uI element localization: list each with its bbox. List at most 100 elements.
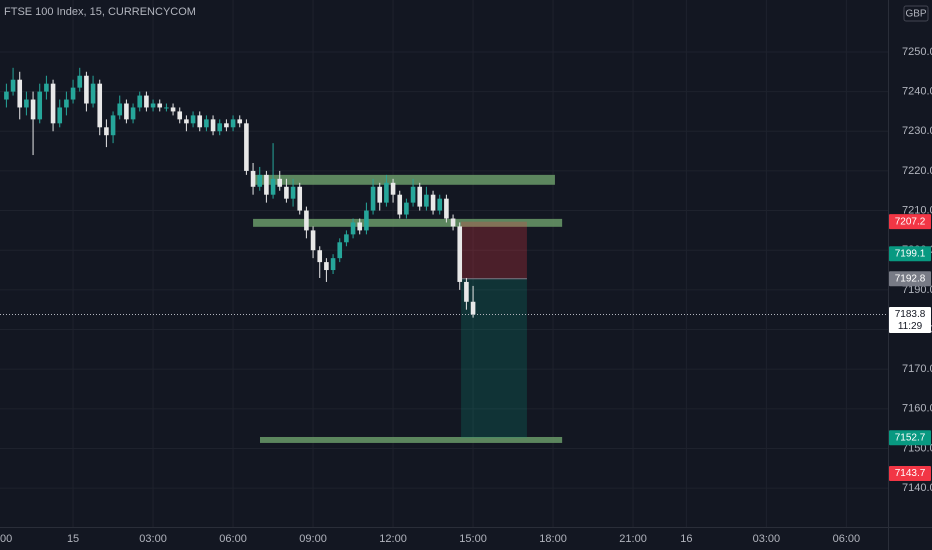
- candle-body: [197, 115, 203, 128]
- x-tick-label: 18:00: [539, 533, 567, 545]
- candle-body: [210, 119, 216, 132]
- candle-body: [10, 79, 16, 92]
- x-tick-label: 15: [67, 533, 79, 545]
- candle-body: [430, 194, 436, 211]
- zone: [253, 218, 563, 227]
- x-tick-label: 06:00: [833, 533, 861, 545]
- candle-body: [77, 75, 83, 88]
- y-tick-label: 7160.0: [902, 403, 932, 415]
- plot-area: [0, 67, 888, 443]
- candle-body: [177, 111, 183, 120]
- candle-body: [250, 170, 256, 187]
- candle-body: [450, 218, 456, 227]
- candle-body: [264, 174, 269, 195]
- price-tag-label: 7192.8: [895, 273, 926, 284]
- candle-body: [244, 123, 249, 171]
- y-tick-label: 7170.0: [902, 363, 932, 375]
- candle-body: [184, 119, 189, 124]
- x-tick-label: 06:00: [219, 533, 247, 545]
- candle-body: [17, 79, 23, 108]
- y-tick-label: 7250.0: [902, 46, 932, 58]
- candle-body: [104, 127, 109, 136]
- candle-body: [37, 91, 43, 120]
- x-tick-label: 03:00: [753, 533, 781, 545]
- position-stop-zone: [461, 221, 527, 279]
- candle-body: [144, 95, 149, 108]
- candle-body: [137, 95, 143, 108]
- price-tag: [889, 306, 931, 333]
- candle-body: [444, 198, 449, 219]
- x-tick-label: 00: [0, 533, 12, 545]
- price-tag-label: 7143.7: [895, 468, 926, 479]
- candle-body: [4, 91, 9, 100]
- price-tag-label: 7183.8: [895, 309, 926, 320]
- candle-body: [357, 222, 363, 231]
- candle-body: [457, 226, 463, 282]
- candle-body: [170, 107, 176, 112]
- candle-body: [350, 222, 356, 235]
- candle-body: [90, 83, 96, 104]
- candle-body: [324, 262, 329, 271]
- candle-body: [50, 83, 56, 124]
- candle-body: [290, 186, 296, 199]
- price-tag: [889, 430, 931, 446]
- candle-body: [417, 186, 423, 207]
- candle-body: [110, 115, 116, 136]
- axes: 7140.07150.07160.07170.07180.07190.07200…: [0, 46, 932, 545]
- candle-body: [344, 234, 349, 243]
- countdown: 11:29: [898, 321, 923, 332]
- x-tick-label: 09:00: [299, 533, 327, 545]
- price-tag: [889, 271, 931, 287]
- x-tick-label: 15:00: [459, 533, 487, 545]
- candle-body: [257, 174, 263, 187]
- zone: [260, 436, 563, 443]
- candle-body: [190, 115, 196, 124]
- y-tick-label: 7140.0: [902, 482, 932, 494]
- candle-body: [237, 119, 243, 124]
- price-tag: [889, 246, 931, 262]
- candle-body: [404, 202, 409, 215]
- candle-body: [164, 107, 169, 109]
- currency[interactable]: GBP: [905, 9, 926, 20]
- x-tick-label: 21:00: [619, 533, 647, 545]
- candle-body: [384, 182, 389, 203]
- x-tick-label: 12:00: [379, 533, 407, 545]
- candle-body: [390, 182, 396, 195]
- candle-body: [130, 107, 136, 120]
- candle-body: [377, 186, 383, 203]
- candle-body: [44, 83, 49, 92]
- candle-body: [310, 230, 316, 251]
- candle-body: [64, 99, 69, 108]
- candle-body: [364, 210, 369, 231]
- candle-body: [150, 103, 156, 108]
- chart-title: FTSE 100 Index, 15, CURRENCYCOM: [4, 6, 196, 18]
- candle-body: [230, 119, 236, 128]
- candle-body: [277, 178, 283, 187]
- zone: [254, 174, 555, 185]
- candle-body: [157, 103, 163, 108]
- grid: [0, 0, 888, 527]
- candle-body: [397, 194, 403, 215]
- candle-body: [464, 281, 469, 302]
- candle-body: [437, 198, 443, 211]
- candle-body: [224, 123, 229, 128]
- candle-body: [317, 250, 323, 263]
- candle-body: [117, 103, 123, 116]
- candle-body: [304, 210, 309, 231]
- price-tag-label: 7199.1: [895, 248, 926, 259]
- price-tag: [889, 214, 931, 230]
- candle-body: [217, 123, 223, 132]
- candle-body: [297, 186, 303, 211]
- x-tick-label: 03:00: [139, 533, 167, 545]
- candle-body: [70, 87, 76, 100]
- price-tag-label: 7207.2: [895, 216, 926, 227]
- candle-body: [57, 107, 63, 124]
- candle-body: [470, 301, 476, 315]
- candle-body: [337, 242, 343, 259]
- y-tick-label: 7190.0: [902, 284, 932, 296]
- candle-body: [30, 99, 36, 120]
- y-tick-label: 7240.0: [902, 86, 932, 98]
- candle-body: [124, 103, 129, 120]
- currency-box[interactable]: [903, 5, 929, 22]
